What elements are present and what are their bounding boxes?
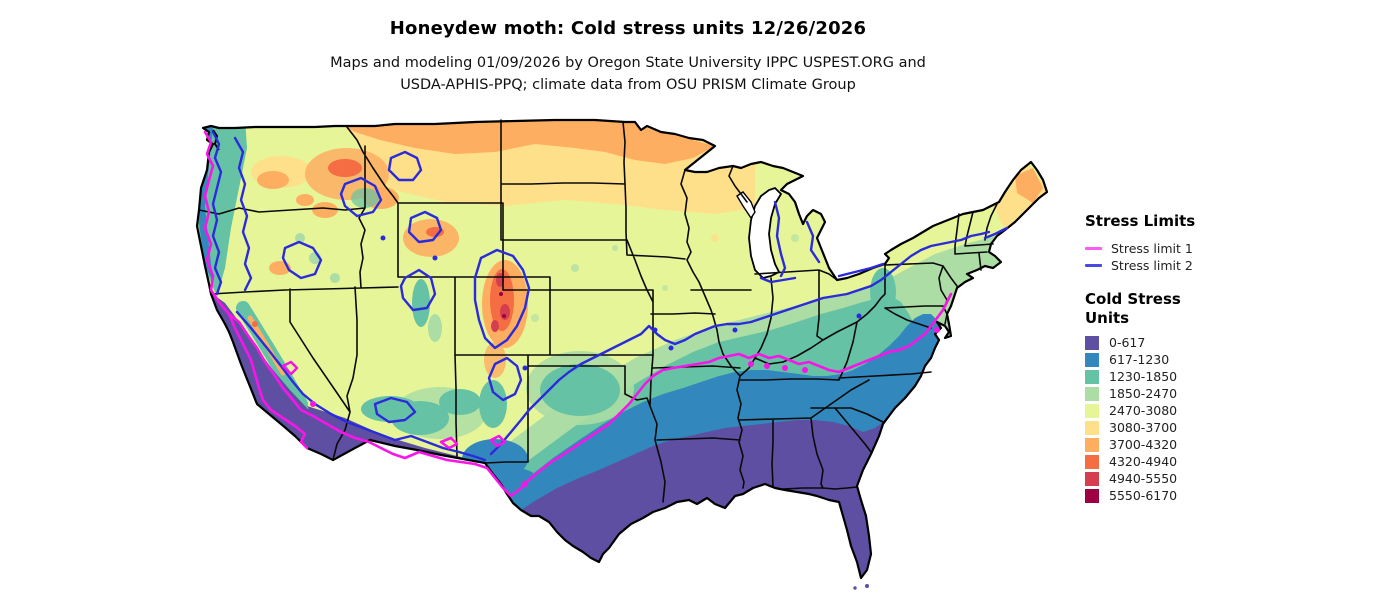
stress-limits-heading: Stress Limits [1085,212,1196,230]
class-swatch-2 [1085,369,1099,384]
class-label-8: 4940-5550 [1109,471,1178,486]
legend-class-row: 1230-1850 [1085,368,1395,385]
class-swatch-1 [1085,352,1099,367]
class-label-9: 5550-6170 [1109,488,1178,503]
legend-item-stress-limit-1: Stress limit 1 [1085,240,1395,257]
class-swatch-7 [1085,454,1099,469]
class-label-0: 0-617 [1109,335,1146,350]
state-borders [198,119,998,503]
legend-class-row: 1850-2470 [1085,385,1395,402]
class-label-2: 1230-1850 [1109,369,1178,384]
class-swatch-6 [1085,437,1099,452]
map-svg [195,118,1049,590]
legend-class-row: 5550-6170 [1085,487,1395,504]
legend-class-row: 3080-3700 [1085,419,1395,436]
subtitle-line-1: Maps and modeling 01/09/2026 by Oregon S… [330,55,926,71]
legend-class-row: 0-617 [1085,334,1395,351]
green-bay [736,191,756,220]
legend: Stress Limits Stress limit 1 Stress limi… [1085,212,1395,504]
raster-fill [197,120,1047,578]
class-label-6: 3700-4320 [1109,437,1178,452]
class-label-3: 1850-2470 [1109,386,1178,401]
legend-class-row: 4320-4940 [1085,453,1395,470]
cold-stress-heading-line-1: Cold Stress [1085,290,1181,308]
stress-limit-1-contours [203,130,953,498]
class-swatch-5 [1085,420,1099,435]
subtitle-line-2: USDA-APHIS-PPQ; climate data from OSU PR… [400,77,856,93]
cold-stress-class-rows: 0-617 617-1230 1230-1850 1850-2470 2470-… [1085,334,1395,504]
legend-class-row: 617-1230 [1085,351,1395,368]
class-swatch-3 [1085,386,1099,401]
legend-item-stress-limit-2: Stress limit 2 [1085,257,1395,274]
class-swatch-9 [1085,488,1099,503]
class-label-1: 617-1230 [1109,352,1170,367]
class-label-7: 4320-4940 [1109,454,1178,469]
page-subtitle: Maps and modeling 01/09/2026 by Oregon S… [0,52,1256,96]
stress-limit-1-label: Stress limit 1 [1111,241,1193,256]
page-title: Honeydew moth: Cold stress units 12/26/2… [389,18,867,39]
stress-limit-2-label: Stress limit 2 [1111,258,1193,273]
stress-limit-rows: Stress limit 1 Stress limit 2 [1085,240,1395,274]
class-swatch-4 [1085,403,1099,418]
class-label-5: 3080-3700 [1109,420,1178,435]
legend-class-row: 4940-5550 [1085,470,1395,487]
stress-limit-2-contours [211,130,1009,462]
class-swatch-8 [1085,471,1099,486]
florida-keys-dot [865,584,869,588]
class-swatch-0 [1085,335,1099,350]
legend-class-row: 2470-3080 [1085,402,1395,419]
cold-stress-heading-line-2: Units [1085,309,1130,327]
legend-class-row: 3700-4320 [1085,436,1395,453]
title-block: Honeydew moth: Cold stress units 12/26/2… [0,18,1256,96]
stress-limit-1-line-swatch [1085,247,1102,250]
stress-limit-2-line-swatch [1085,264,1102,267]
class-label-4: 2470-3080 [1109,403,1178,418]
us-cold-stress-map [195,118,1067,594]
florida-keys-dot [853,586,857,590]
cold-stress-units-heading: Cold Stress Units [1085,290,1395,328]
